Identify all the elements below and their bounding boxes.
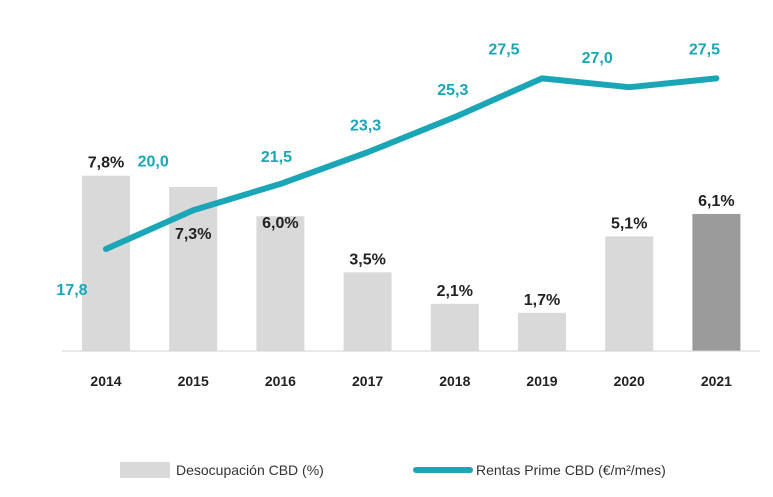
bar-2016 — [256, 216, 305, 351]
bar-2017 — [343, 272, 392, 351]
legend-line-label: Rentas Prime CBD (€/m²/mes) — [476, 462, 666, 478]
x-tick-2015: 2015 — [178, 373, 209, 389]
line-series-rentas — [103, 75, 720, 252]
line-label-2020: 27,0 — [582, 50, 613, 67]
x-tick-2021: 2021 — [701, 373, 732, 389]
x-tick-2017: 2017 — [352, 373, 383, 389]
line-label-2016: 21,5 — [261, 149, 292, 166]
bar-label-2015: 7,3% — [175, 226, 211, 243]
line-data-labels: 17,8 20,0 21,5 23,3 25,3 27,5 27,0 27,5 — [56, 41, 720, 299]
bar-label-2019: 1,7% — [524, 292, 560, 309]
line-label-2015: 20,0 — [138, 153, 169, 170]
x-tick-2020: 2020 — [614, 373, 645, 389]
x-tick-2019: 2019 — [526, 373, 557, 389]
bar-2014 — [82, 175, 130, 351]
line-label-2017: 23,3 — [350, 117, 381, 134]
rentas-line — [103, 75, 720, 252]
x-tick-2016: 2016 — [265, 373, 296, 389]
bar-label-2017: 3,5% — [349, 251, 385, 268]
bar-label-2014: 7,8% — [88, 155, 124, 172]
bar-label-2021: 6,1% — [698, 193, 734, 210]
x-tick-2018: 2018 — [439, 373, 470, 389]
line-label-2019: 27,5 — [488, 41, 519, 58]
x-tick-2014: 2014 — [90, 373, 121, 389]
bar-2020 — [605, 236, 654, 351]
legend-bar-swatch — [120, 462, 170, 478]
bar-label-2016: 6,0% — [262, 215, 298, 232]
line-label-2018: 25,3 — [437, 82, 468, 99]
line-label-2021: 27,5 — [689, 41, 720, 58]
bar-2021 — [692, 213, 741, 351]
legend-bar-label: Desocupación CBD (%) — [176, 462, 324, 478]
bar-data-labels: 7,8% 7,3% 6,0% 3,5% 2,1% 1,7% 5,1% 6,1% — [88, 155, 735, 309]
bar-2019 — [518, 312, 566, 351]
legend: Desocupación CBD (%) Rentas Prime CBD (€… — [120, 462, 666, 478]
bar-series-desocupacion — [82, 175, 741, 351]
bar-label-2020: 5,1% — [611, 215, 647, 232]
line-label-2014: 17,8 — [56, 282, 87, 299]
x-axis-tick-labels: 2014 2015 2016 2017 2018 2019 2020 2021 — [90, 373, 732, 389]
bar-2018 — [430, 303, 479, 351]
bar-label-2018: 2,1% — [437, 283, 473, 300]
